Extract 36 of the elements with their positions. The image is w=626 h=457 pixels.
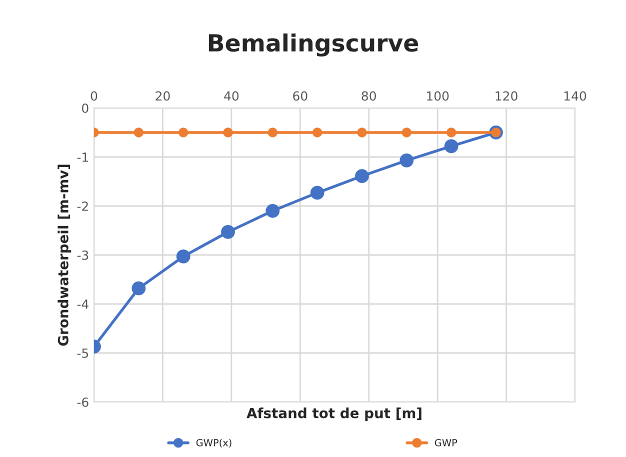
legend-label: GWP(x) (196, 438, 232, 448)
x-tick-label: 40 (224, 91, 239, 101)
point (312, 128, 322, 138)
point (446, 128, 456, 138)
point (400, 153, 414, 168)
y-tick-label: -2 (77, 201, 88, 211)
y-tick-label: 0 (82, 103, 88, 113)
x-tick-label: 80 (362, 91, 376, 101)
y-tick-label: -1 (77, 152, 88, 162)
point (310, 186, 324, 200)
point (357, 128, 367, 138)
x-tick-label: 100 (427, 91, 449, 101)
y-tick-label: -6 (77, 397, 88, 407)
x-tick-label: 20 (156, 91, 170, 101)
point (132, 281, 146, 296)
point (178, 128, 188, 138)
point (266, 204, 280, 218)
x-tick-label: 0 (90, 91, 98, 101)
y-tick-label: -4 (77, 300, 88, 309)
point (176, 250, 190, 264)
x-tick-label: 120 (496, 91, 518, 101)
legend-label: GWP (434, 439, 458, 446)
x-axis-title: Afstand tot de put [m] (246, 408, 422, 421)
point (268, 128, 278, 138)
point (134, 128, 144, 138)
y-tick-label: -5 (77, 348, 88, 358)
point (355, 169, 369, 184)
y-axis-title: Grondwaterpeil [m-mv] (58, 164, 72, 346)
x-tick-label: 140 (564, 91, 586, 101)
point (221, 225, 235, 239)
point (402, 128, 412, 138)
point (444, 139, 458, 154)
x-tick-label: 60 (293, 91, 308, 101)
chart-title: Bemalingscurve (208, 33, 418, 57)
y-tick-label: -3 (77, 250, 88, 260)
point (223, 128, 233, 138)
